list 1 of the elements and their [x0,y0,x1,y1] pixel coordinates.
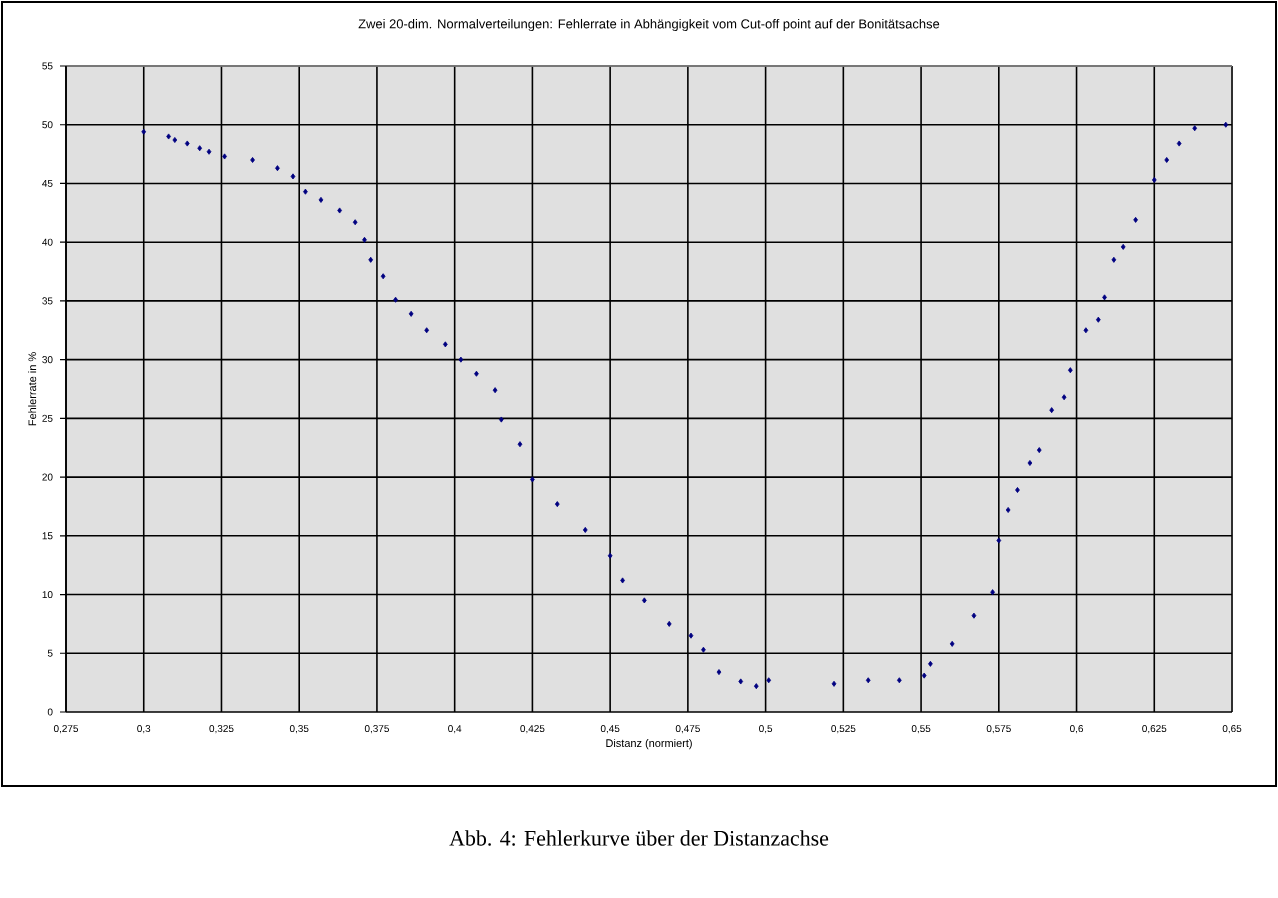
caption: Abb. 4: Fehlerkurve über der Distanzachse [449,830,829,846]
